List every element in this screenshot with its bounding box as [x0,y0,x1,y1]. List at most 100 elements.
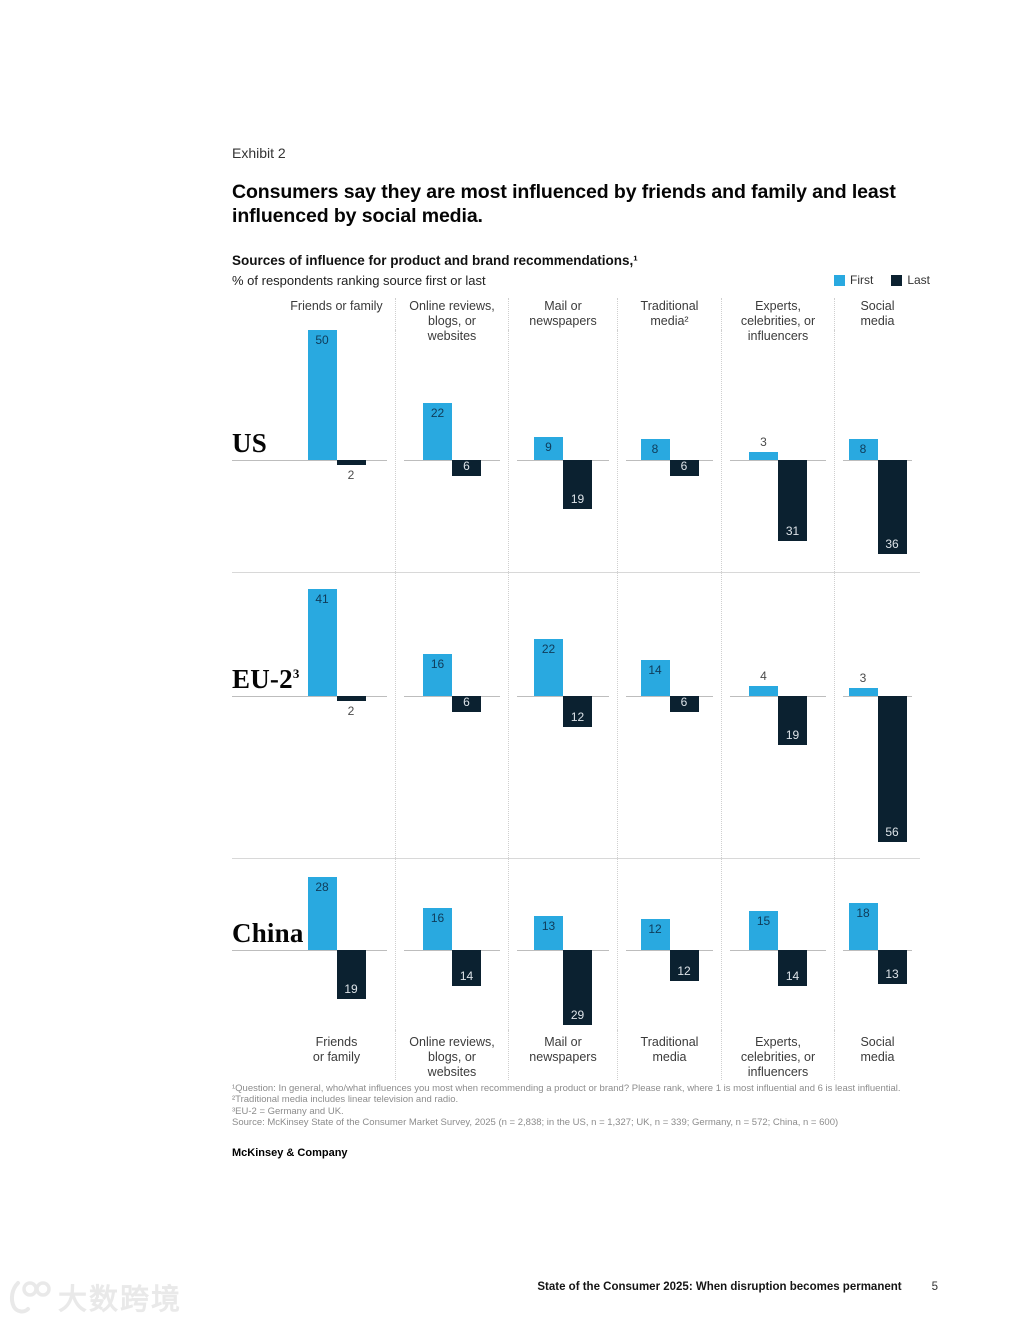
legend-label-first: First [849,273,874,287]
legend-item-last: Last [891,273,930,287]
bar-first-value: 3 [760,435,767,450]
axis-zero-line [232,950,387,951]
bar-first-value: 22 [430,405,445,420]
bar-last [563,460,592,510]
bar-first-value: 50 [315,333,329,347]
chart-panel: US 50 2 [232,330,395,572]
bar-first-value: 15 [756,914,771,928]
bar-last-value: 19 [344,982,358,997]
bar-last [877,460,907,554]
chart-panel: 3 56 [834,573,920,858]
column-footer-label: Mail or newspapers [508,1030,617,1080]
bar-first [423,908,452,950]
bar-first [749,452,778,460]
bar-first [307,877,337,950]
row-separator [232,858,920,859]
bar-first [640,439,670,460]
column-header: Social media [834,298,920,330]
bar-last-value: 12 [677,964,691,979]
bar-last-value: 56 [885,824,899,839]
bar-first [848,439,878,460]
bar-last [778,950,807,987]
chart-panel: 12 12 [617,859,721,1030]
column-footer-label: Friends or family [312,1035,361,1064]
column-header: Traditional media² [617,298,721,330]
chart-panel: 3 31 [721,330,834,572]
bar-last-value: 19 [785,728,800,743]
chart-legend: First Last [833,273,930,287]
footer-report-title: State of the Consumer 2025: When disrupt… [537,1281,902,1293]
bar-last [778,696,807,746]
footnotes: ¹Question: In general, who/what influenc… [232,1083,934,1129]
watermark-logo-icon [9,1281,51,1314]
chart-panel: 9 19 [508,330,617,572]
bar-first [307,330,337,460]
bar-first [848,688,878,696]
bar-first [640,659,670,696]
bar-last [452,950,481,987]
column-header: Experts, celebrities, or influencers [721,298,834,343]
bar-first [534,638,563,696]
column-header: Online reviews, blogs, or websites [395,298,508,343]
row-label-eu-2: EU-23 [232,664,300,694]
exhibit-label: Exhibit 2 [232,145,286,161]
bar-first [640,918,670,950]
bar-first [848,903,878,950]
bar-last-value: 13 [885,966,899,981]
footer-page-number: 5 [931,1281,938,1293]
chart-panel: 18 13 [834,859,920,1030]
column-header: Mail or newspapers [508,298,617,330]
column-footer-label: Traditional media [617,1030,721,1080]
page-footer: State of the Consumer 2025: When disrupt… [537,1281,938,1293]
bar-first-value: 13 [541,919,556,934]
chart-panel: 16 6 [395,573,508,858]
chart-panel: 22 12 [508,573,617,858]
bar-last-value: 2 [347,704,355,719]
bar-first-value: 18 [856,906,870,921]
bar-last-value: 12 [570,710,585,725]
footnote-1: ¹Question: In general, who/what influenc… [232,1083,901,1094]
bar-last-value: 36 [885,536,899,551]
bar-last [336,950,366,1000]
bar-first [307,589,337,696]
watermark-text: 大数跨境 [58,1282,183,1316]
chart-panel: 16 14 [395,859,508,1030]
column-footer-label: Social media [834,1030,920,1080]
row-label-china: China [232,918,304,948]
column-header: Friends or family [290,299,383,313]
bar-last-value: 6 [463,458,470,473]
axis-zero-line [232,696,387,697]
bar-first [749,685,778,696]
bar-first-value: 16 [430,911,445,926]
influence-bar-chart: Friends or family Online reviews, blogs, … [232,298,920,1080]
bar-first [534,916,563,950]
bar-first [749,911,778,950]
chart-title: Sources of influence for product and bra… [232,253,638,268]
bar-last-value: 31 [785,523,800,538]
bar-last-value: 6 [680,458,688,473]
bar-first-value: 41 [315,592,329,607]
bar-last [336,460,366,466]
watermark: 大数跨境 [8,1276,182,1318]
bar-last [336,696,366,702]
chart-panel: 15 14 [721,859,834,1030]
bar-last [563,696,592,728]
page-title: Consumers say they are most influenced b… [232,181,896,227]
header-block: Exhibit 2 Consumers say they are most in… [232,145,922,288]
bar-first-value: 16 [430,657,445,672]
bar-first [423,654,452,696]
column-footer-label: Experts, celebrities, or influencers [721,1030,834,1080]
chart-subtitle: % of respondents ranking source first or… [232,273,486,288]
chart-panel: 22 6 [395,330,508,572]
bar-first-value: 8 [859,442,867,457]
bar-first-value: 4 [760,668,767,683]
chart-panel: 4 19 [721,573,834,858]
brand-mckinsey: McKinsey & Company [232,1147,348,1159]
bar-last-value: 19 [570,492,585,507]
bar-last [877,696,907,842]
bar-first-value: 22 [541,641,556,656]
bar-first-value: 8 [651,442,659,457]
chart-panel: 8 36 [834,330,920,572]
